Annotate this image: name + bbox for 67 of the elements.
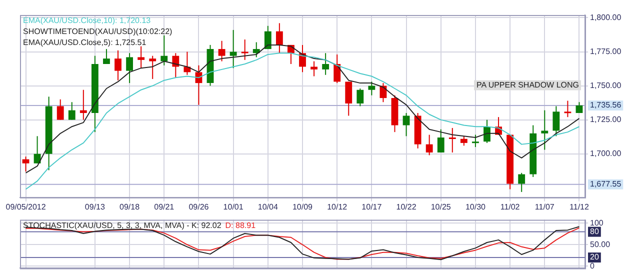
candlestick	[310, 60, 318, 77]
y-tick-label: 1,725.00	[590, 115, 622, 124]
x-tick-label: 09/05/2012	[6, 202, 46, 212]
x-tick-label: 10/22	[396, 202, 417, 212]
x-tick-label: 10/17	[362, 202, 382, 212]
candlestick	[472, 134, 479, 148]
candlestick	[368, 81, 376, 96]
annotation: SHOWTIMETOEND(XAU/USD)(10:02:22)	[23, 27, 173, 36]
ref-line-label: 20	[590, 252, 600, 262]
candlestick	[426, 134, 433, 156]
x-tick-label: 10/04	[258, 202, 278, 212]
annotation: PA UPPER SHADOW LONG	[476, 80, 579, 90]
ref-line-label: 80	[590, 226, 600, 236]
candlestick	[448, 127, 456, 153]
y-tick-label: 100	[590, 218, 604, 228]
x-tick-label: 11/02	[500, 202, 520, 212]
candlestick	[518, 172, 526, 192]
candlestick	[34, 136, 41, 164]
candlestick	[230, 29, 237, 69]
candlestick	[402, 112, 410, 137]
x-tick-label: 09/21	[154, 202, 175, 212]
candlestick	[541, 110, 548, 150]
candlestick	[484, 119, 490, 144]
candlestick	[241, 39, 248, 60]
ref-line-label: 1,677.55	[590, 180, 622, 189]
x-tick-label: 10/30	[465, 202, 486, 212]
y-tick-label: 1,750.00	[590, 80, 622, 90]
candlestick	[160, 34, 168, 66]
y-tick-label: 1,700.00	[590, 149, 622, 158]
candlestick	[126, 52, 133, 84]
text: EMA(XAU/USD.Close,10): 1,720.13	[23, 16, 152, 26]
x-tick-label: 10/09	[292, 202, 314, 212]
candlestick	[80, 89, 87, 120]
candlestick	[56, 98, 64, 120]
candlestick	[276, 22, 283, 54]
candlestick	[114, 50, 122, 81]
y-tick-label: 50.00	[590, 240, 611, 249]
candlestick	[334, 54, 341, 84]
y-tick-label: 0	[590, 261, 595, 270]
y-tick-label: 1,800.00	[590, 12, 622, 22]
candlestick	[564, 100, 572, 118]
candlestick	[149, 55, 156, 80]
ref-line-label: 1,735.56	[590, 100, 622, 110]
x-tick-label: 10/25	[430, 202, 452, 212]
y-tick-label: 1,775.00	[590, 46, 622, 56]
x-tick-label: 11/12	[570, 202, 590, 212]
candlestick	[252, 42, 260, 58]
candlestick	[22, 156, 30, 172]
candlestick	[68, 102, 76, 120]
x-tick-label: 09/18	[120, 202, 140, 212]
candlestick	[138, 46, 145, 69]
candlestick	[460, 136, 468, 146]
candlestick	[218, 40, 226, 62]
text: EMA(XAU/USD.Close,5): 1,725.51	[23, 38, 147, 48]
candlestick	[345, 81, 352, 116]
x-tick-label: 09/26	[188, 202, 210, 212]
x-tick-label: 09/13	[84, 202, 106, 212]
x-tick-label: 10/01	[223, 202, 244, 212]
x-tick-label: 10/12	[327, 202, 348, 212]
candlestick	[103, 48, 110, 65]
x-tick-label: 11/07	[534, 202, 555, 212]
candlestick	[437, 128, 444, 153]
series-label: STOCHASTIC(XAU/USD, 5, 3, 3, MVA, MVA) - K: 92.02	[23, 221, 222, 230]
candlestick	[552, 106, 560, 137]
candlestick	[356, 88, 364, 107]
series-label: D: 88.91	[225, 221, 256, 230]
candlestick	[322, 52, 330, 76]
